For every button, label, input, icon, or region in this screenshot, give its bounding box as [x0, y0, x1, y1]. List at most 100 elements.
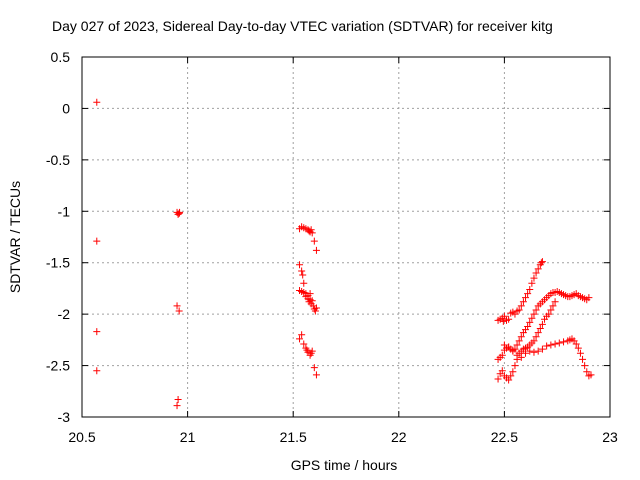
data-point — [538, 320, 546, 328]
data-point — [499, 317, 507, 325]
data-point — [509, 368, 517, 376]
data-point — [175, 307, 183, 315]
y-tick-label: -1.5 — [46, 255, 70, 271]
data-point — [498, 351, 506, 359]
data-point — [530, 337, 538, 345]
data-point — [560, 338, 568, 346]
data-point — [308, 229, 316, 237]
data-point — [532, 333, 540, 341]
data-point — [310, 237, 318, 245]
data-point — [312, 371, 320, 379]
data-point — [312, 304, 320, 312]
x-tick-label: 20.5 — [68, 429, 95, 445]
grid — [82, 57, 610, 417]
y-tick-label: -2.5 — [46, 358, 70, 374]
x-tick-label: 23 — [602, 429, 618, 445]
data-point — [532, 306, 540, 314]
data-point — [174, 396, 182, 404]
data-point — [545, 310, 553, 318]
data-point — [511, 362, 519, 370]
data-point — [173, 402, 181, 410]
x-tick-labels: 20.5 21 21.5 22 22.5 23 — [68, 429, 618, 445]
data-point — [526, 347, 534, 355]
data-point — [308, 347, 316, 355]
data-point — [519, 298, 527, 306]
data-point — [551, 340, 559, 348]
data-point — [522, 294, 530, 302]
data-point — [574, 344, 582, 352]
data-point — [513, 351, 521, 359]
data-point — [296, 261, 304, 269]
y-tick-label: -0.5 — [46, 152, 70, 168]
data-point — [494, 375, 502, 383]
data-point — [538, 258, 546, 266]
x-tick-label: 22 — [391, 429, 407, 445]
data-point — [572, 340, 580, 348]
data-point — [509, 346, 517, 354]
data-point — [549, 302, 557, 310]
data-point — [587, 371, 595, 379]
data-point — [530, 310, 538, 318]
data-point — [534, 347, 542, 355]
data-point — [581, 362, 589, 370]
plot-frame — [81, 56, 611, 418]
data-point — [93, 98, 101, 106]
data-point — [505, 343, 513, 351]
y-tick-label: 0 — [62, 100, 70, 116]
data-point — [505, 315, 513, 323]
data-point — [526, 318, 534, 326]
data-point — [517, 353, 525, 361]
data-point — [524, 290, 532, 298]
data-point — [530, 274, 538, 282]
data-point — [513, 341, 521, 349]
data-point — [528, 314, 536, 322]
data-point — [173, 302, 181, 310]
data-point — [537, 259, 545, 267]
data-point — [547, 306, 555, 314]
data-point — [500, 312, 508, 320]
data-point — [312, 246, 320, 254]
data-point — [93, 328, 101, 336]
data-point — [515, 306, 523, 314]
data-point — [93, 367, 101, 375]
data-point — [576, 349, 584, 357]
data-point — [526, 285, 534, 293]
data-point — [311, 307, 319, 315]
data-point — [310, 364, 318, 372]
data-point — [300, 340, 308, 348]
data-point — [538, 345, 546, 353]
y-tick-label: 0.5 — [51, 49, 71, 65]
data-point — [298, 331, 306, 339]
data-point — [299, 271, 307, 279]
data-point — [524, 322, 532, 330]
y-tick-label: -3 — [58, 409, 71, 425]
data-point — [298, 267, 306, 275]
x-axis-title: GPS time / hours — [291, 457, 398, 473]
data-point — [498, 367, 506, 375]
y-axis-title: SDTVAR / TECUs — [7, 181, 23, 293]
data-point — [517, 333, 525, 341]
data-point — [515, 337, 523, 345]
data-point — [528, 279, 536, 287]
data-point — [300, 279, 308, 287]
data-point — [555, 339, 563, 347]
data-points — [93, 98, 595, 410]
data-point — [583, 368, 591, 376]
data-point — [532, 269, 540, 277]
data-point — [530, 348, 538, 356]
data-point — [306, 290, 314, 298]
data-point — [507, 372, 515, 380]
data-point — [505, 376, 513, 384]
y-tick-label: -1 — [58, 203, 71, 219]
y-tick-label: -2 — [58, 306, 71, 322]
data-point — [308, 297, 316, 305]
data-point — [534, 265, 542, 273]
data-point — [534, 329, 542, 337]
x-tick-label: 21 — [180, 429, 196, 445]
x-tick-label: 21.5 — [280, 429, 307, 445]
data-point — [551, 298, 559, 306]
data-point — [536, 325, 544, 333]
data-point — [296, 335, 304, 343]
data-point — [517, 302, 525, 310]
